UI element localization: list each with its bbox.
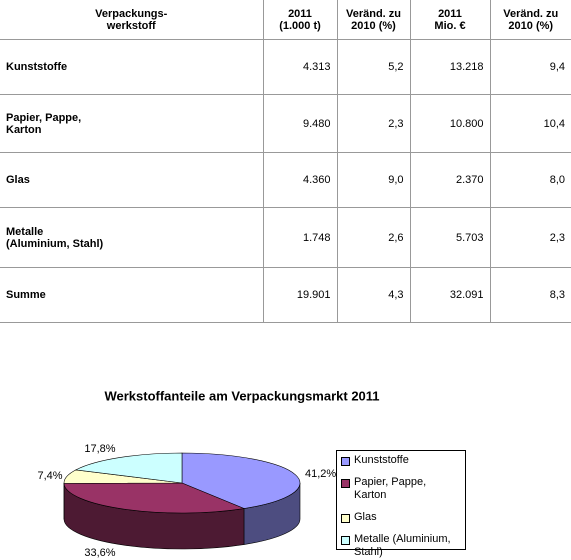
cell: 19.901 [262, 267, 338, 323]
legend-label: Kunststoffe [354, 454, 409, 466]
cell-line: (1.000 t) [279, 19, 321, 32]
data-label: 41,2% [305, 468, 336, 480]
cell-line: Glas [6, 174, 30, 186]
legend-swatch [341, 514, 350, 523]
cell: 9.480 [262, 94, 338, 153]
legend: Kunststoffe Papier, Pappe, Karton Glas Meta… [336, 450, 466, 558]
cell-line: 2011 [288, 7, 312, 20]
legend-swatch [341, 479, 350, 488]
cell: 5,2 [336, 39, 411, 95]
cell: 10.800 [409, 94, 491, 153]
legend-item: Kunststoffe [341, 454, 461, 467]
cell: 9,0 [336, 152, 411, 208]
data-label: 33,6% [84, 547, 115, 559]
cell-line: Mio. € [434, 19, 466, 32]
row-label: Kunststoffe [0, 39, 264, 95]
table-row: Kunststoffe 4.313 5,2 13.218 9,4 [0, 39, 571, 95]
data-label: 7,4% [37, 470, 62, 482]
row-label: Summe [0, 267, 264, 323]
table-row: Metalle (Aluminium, Stahl) 1.748 2,6 5.703 2,… [0, 207, 571, 268]
cell: 2,3 [336, 94, 411, 153]
data-label: 17,8% [84, 443, 115, 455]
cell: 1.748 [262, 207, 338, 268]
cell-line: 2010 (%) [351, 19, 396, 32]
cell-line: Karton [6, 123, 42, 136]
header-row: Verpackungs-werkstoff 2011 (1.000 t) Veränd… [0, 0, 571, 40]
legend-swatch [341, 536, 350, 545]
legend-swatch [341, 457, 350, 466]
cell: 9,4 [489, 39, 571, 95]
cell: 2.370 [409, 152, 491, 208]
cell: 13.218 [409, 39, 491, 95]
cell-line: Metalle [6, 225, 44, 238]
legend-label: Glas [354, 511, 377, 523]
table-row: Summe 19.901 4,3 32.091 8,3 [0, 267, 571, 323]
header-cell: Verpackungs-werkstoff [0, 0, 264, 40]
cell: 4,3 [336, 267, 411, 323]
cell: 2,6 [336, 207, 411, 268]
cell-line: (Aluminium, Stahl) [6, 237, 104, 250]
cell: 4.313 [262, 39, 338, 95]
pie-slice [63, 482, 246, 514]
cell-line: Veränd. zu [345, 7, 402, 20]
cell-line: Verpackungs- [95, 7, 168, 20]
header-cell: 2011 (1.000 t) [262, 0, 338, 40]
data-table: Verpackungs-werkstoff 2011 (1.000 t) Veränd… [0, 0, 571, 323]
legend-label: Papier, Pappe, Karton [354, 476, 427, 501]
header-cell: 2011 Mio. € [409, 0, 491, 40]
legend-item: Glas [341, 511, 461, 524]
table-row: Papier, Pappe, Karton 9.480 2,3 10.800 10,4 [0, 94, 571, 153]
table-row: Glas 4.360 9,0 2.370 8,0 [0, 152, 571, 208]
legend-item: Papier, Pappe, Karton [341, 476, 461, 502]
row-label: Glas [0, 152, 264, 208]
cell-line: 2011 [438, 7, 462, 20]
cell: 8,0 [489, 152, 571, 208]
legend-label: Metalle (Aluminium, Stahl) [354, 533, 451, 558]
cell-line: Veränd. zu [503, 7, 559, 20]
header-cell: Veränd. zu 2010 (%) [489, 0, 571, 40]
cell-line: werkstoff [106, 19, 156, 32]
row-label: Metalle (Aluminium, Stahl) [0, 207, 264, 268]
cell: 10,4 [489, 94, 571, 153]
legend-item: Metalle (Aluminium, Stahl) [341, 533, 461, 559]
cell: 4.360 [262, 152, 338, 208]
cell: 8,3 [489, 267, 571, 323]
cell-line: Summe [6, 289, 46, 301]
cell-line: Papier, Pappe, [6, 111, 82, 124]
cell: 2,3 [489, 207, 571, 268]
cell-line: 2010 (%) [508, 19, 554, 32]
cell: 5.703 [409, 207, 491, 268]
header-cell: Veränd. zu 2010 (%) [336, 0, 411, 40]
cell-line: Kunststoffe [6, 61, 68, 73]
chart-title: Werkstoffanteile am Verpackungsmarkt 201… [104, 388, 379, 403]
pie-slice [181, 452, 301, 509]
row-label: Papier, Pappe, Karton [0, 94, 264, 153]
pie-chart: Werkstoffanteile am Verpackungsmarkt 201… [37, 388, 379, 559]
pie-slice [74, 452, 183, 484]
cell: 32.091 [409, 267, 491, 323]
